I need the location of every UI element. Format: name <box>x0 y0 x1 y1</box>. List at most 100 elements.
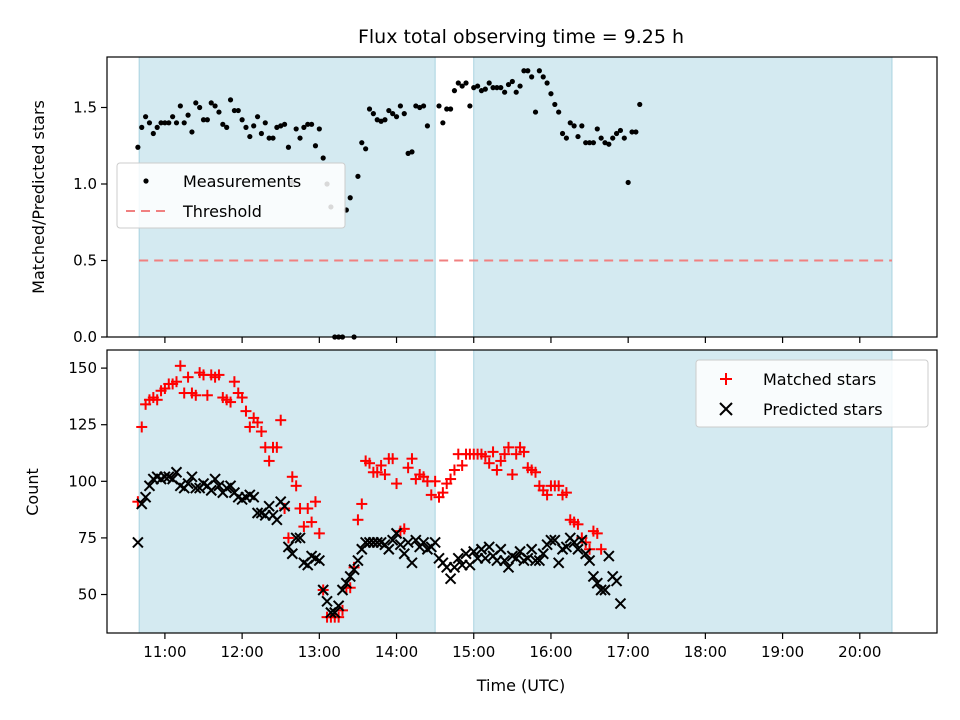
matched-stars-point <box>282 532 294 544</box>
predicted-stars-point <box>205 484 217 497</box>
measurement-point <box>366 106 373 112</box>
measurement-point <box>459 83 465 89</box>
x-tick-label: 17:00 <box>607 643 650 661</box>
measurement-point <box>613 130 620 137</box>
legend-matched-label: Matched stars <box>763 370 876 389</box>
predicted-stars-point <box>329 606 341 619</box>
predicted-stars-point <box>186 471 198 483</box>
predicted-stars-point <box>390 527 403 540</box>
measurement-point <box>548 91 554 97</box>
matched-stars-point <box>286 471 298 483</box>
bottom-legend: Matched stars Predicted stars <box>695 359 929 428</box>
predicted-stars-point <box>139 491 152 503</box>
measurement-point <box>285 144 292 150</box>
measurement-point <box>216 109 222 115</box>
measurement-point <box>208 100 214 106</box>
measurement-point <box>621 135 627 141</box>
measurement-point <box>521 68 527 74</box>
predicted-stars-point <box>614 597 627 610</box>
matched-stars-point <box>437 487 449 499</box>
measurement-point <box>243 124 249 130</box>
matched-stars-point <box>483 457 495 469</box>
measurement-point <box>247 133 253 140</box>
measurement-point <box>498 85 504 91</box>
bottom-y-axis-label: Count <box>23 468 42 516</box>
top-x-ticks <box>164 337 861 343</box>
measurement-point <box>281 121 288 127</box>
measurement-point <box>173 120 180 126</box>
predicted-stars-point <box>344 570 356 583</box>
predicted-stars-point <box>587 570 600 583</box>
measurement-point <box>316 126 322 132</box>
y-tick-label: 125 <box>68 416 97 434</box>
measurement-point <box>204 117 210 123</box>
measurement-point <box>212 103 218 109</box>
measurement-point <box>633 129 639 135</box>
measurement-point <box>146 120 153 126</box>
measurement-point <box>420 103 427 109</box>
matched-stars-point <box>487 446 499 458</box>
measurement-point <box>637 101 643 108</box>
matched-stars-point <box>402 462 414 474</box>
y-tick-label: 0.5 <box>73 251 97 269</box>
matched-stars-point <box>580 536 592 548</box>
y-tick-label: 100 <box>68 472 97 490</box>
matched-stars-point <box>309 496 321 508</box>
predicted-stars-point <box>386 534 399 546</box>
measurement-point <box>475 83 481 89</box>
measurement-point <box>309 121 315 127</box>
matched-stars-point <box>240 405 252 417</box>
measurement-point <box>513 89 519 95</box>
matched-stars-point <box>375 459 387 471</box>
measurement-point <box>239 117 245 123</box>
x-tick-label: 12:00 <box>220 643 263 661</box>
measurement-point <box>536 68 542 74</box>
matched-stars-point <box>313 527 325 539</box>
measurement-point <box>451 88 458 94</box>
top-y-axis-label: Matched/Predicted stars <box>29 100 48 294</box>
matched-stars-point <box>306 516 318 528</box>
predicted-stars-point <box>271 514 283 526</box>
matched-stars-point <box>170 376 182 388</box>
measurement-point <box>447 106 454 112</box>
predicted-stars-point <box>352 554 364 567</box>
matched-stars-point <box>510 448 522 460</box>
matched-stars-point <box>560 487 572 499</box>
x-tick-label: 18:00 <box>684 643 727 661</box>
predicted-stars-point <box>132 536 144 549</box>
bottom-x-ticks: 11:00 12:00 13:00 14:00 15:00 16:00 17:00 18:00… <box>143 633 881 661</box>
matched-stars-point <box>518 446 530 458</box>
x-tick-label: 15:00 <box>452 643 495 661</box>
measurement-point <box>266 135 272 141</box>
matched-stars-point <box>530 466 542 478</box>
predicted-stars-point <box>190 482 202 494</box>
matched-stars-point <box>591 527 603 539</box>
matched-stars-point <box>479 450 491 462</box>
measurement-point <box>158 120 164 126</box>
measurement-point <box>455 80 461 86</box>
bottom-panel-frame <box>106 349 938 634</box>
predicted-stars-point <box>444 572 457 585</box>
predicted-stars-point <box>502 561 515 574</box>
measurement-point <box>312 143 319 149</box>
measurement-point <box>552 101 558 108</box>
measurement-point <box>610 135 616 141</box>
measurement-point <box>424 123 431 129</box>
measurement-point <box>270 135 276 141</box>
measurement-point <box>556 109 562 115</box>
x-tick-label: 19:00 <box>761 643 804 661</box>
matched-stars-point <box>352 514 364 526</box>
measurement-point <box>185 112 191 118</box>
measurement-point <box>301 124 307 130</box>
y-tick-label: 50 <box>78 586 97 604</box>
matched-stars-point <box>425 489 437 501</box>
measurement-point <box>579 123 585 129</box>
matched-stars-point <box>502 441 514 453</box>
matched-stars-point <box>387 453 399 465</box>
predicted-stars-point <box>282 541 295 553</box>
predicted-stars-point <box>533 554 546 567</box>
measurement-point <box>502 89 508 95</box>
matched-stars-point <box>553 480 565 492</box>
measurement-point <box>143 114 149 120</box>
predicted-stars-point <box>599 584 611 596</box>
